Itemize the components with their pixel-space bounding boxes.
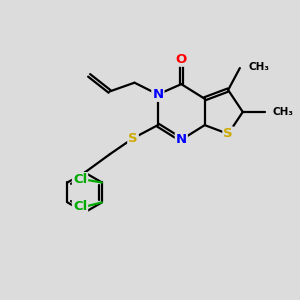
Text: CH₃: CH₃ bbox=[272, 107, 293, 117]
Text: S: S bbox=[223, 128, 233, 140]
Text: Cl: Cl bbox=[73, 200, 87, 213]
Text: S: S bbox=[128, 132, 138, 145]
Text: CH₃: CH₃ bbox=[249, 61, 270, 72]
Text: N: N bbox=[176, 133, 187, 146]
Text: O: O bbox=[176, 53, 187, 66]
Text: Cl: Cl bbox=[73, 173, 87, 186]
Text: N: N bbox=[152, 88, 164, 101]
